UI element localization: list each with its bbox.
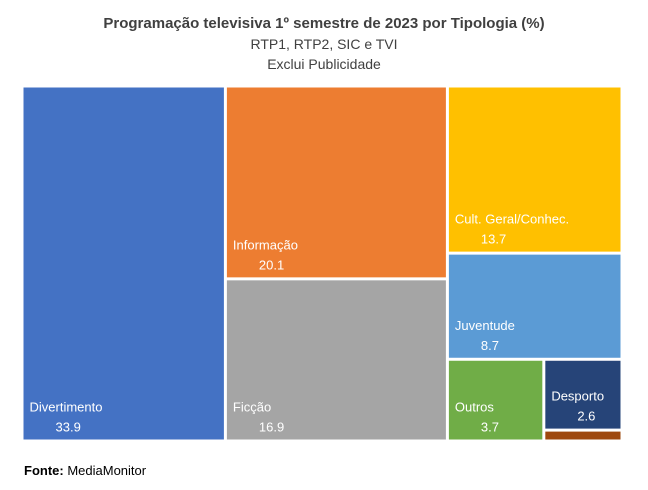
treemap-label-informacao: Informação xyxy=(233,237,298,252)
treemap-rect-desporto xyxy=(545,360,621,429)
treemap-label-desporto: Desporto xyxy=(551,389,604,404)
source-label: Fonte: xyxy=(24,463,64,478)
chart-subtitle-1: RTP1, RTP2, SIC e TVI xyxy=(250,36,398,52)
treemap-label-juventude: Juventude xyxy=(455,318,515,333)
treemap-value-juventude: 8.7 xyxy=(481,338,499,353)
treemap-rect-juventude xyxy=(448,254,621,358)
chart-title-block: Programação televisiva 1º semestre de 20… xyxy=(0,14,648,74)
treemap-rect-cult-geral-conhec xyxy=(448,87,621,252)
treemap-value-cult-geral-conhec: 13.7 xyxy=(481,232,506,247)
treemap-label-ficcao: Ficção xyxy=(233,400,271,415)
chart-title: Programação televisiva 1º semestre de 20… xyxy=(103,15,545,32)
treemap-value-divertimento: 33.9 xyxy=(56,420,81,435)
treemap-rect-divertimento xyxy=(23,87,224,440)
treemap-rect-outros xyxy=(448,360,543,440)
treemap-rect-ficcao xyxy=(226,280,446,440)
treemap-label-divertimento: Divertimento xyxy=(30,400,103,415)
treemap-value-informacao: 20.1 xyxy=(259,257,284,272)
treemap-rect-unlabeled xyxy=(545,431,621,440)
treemap-value-ficcao: 16.9 xyxy=(259,420,284,435)
chart-subtitle-2: Exclui Publicidade xyxy=(267,56,381,72)
treemap-label-cult-geral-conhec: Cult. Geral/Conhec. xyxy=(455,212,569,227)
source-text: MediaMonitor xyxy=(67,463,147,478)
treemap-rect-informacao xyxy=(226,87,446,278)
treemap-label-outros: Outros xyxy=(455,400,495,415)
source-note: Fonte: MediaMonitor xyxy=(24,463,146,478)
treemap-value-outros: 3.7 xyxy=(481,420,499,435)
treemap-value-desporto: 2.6 xyxy=(577,409,595,424)
